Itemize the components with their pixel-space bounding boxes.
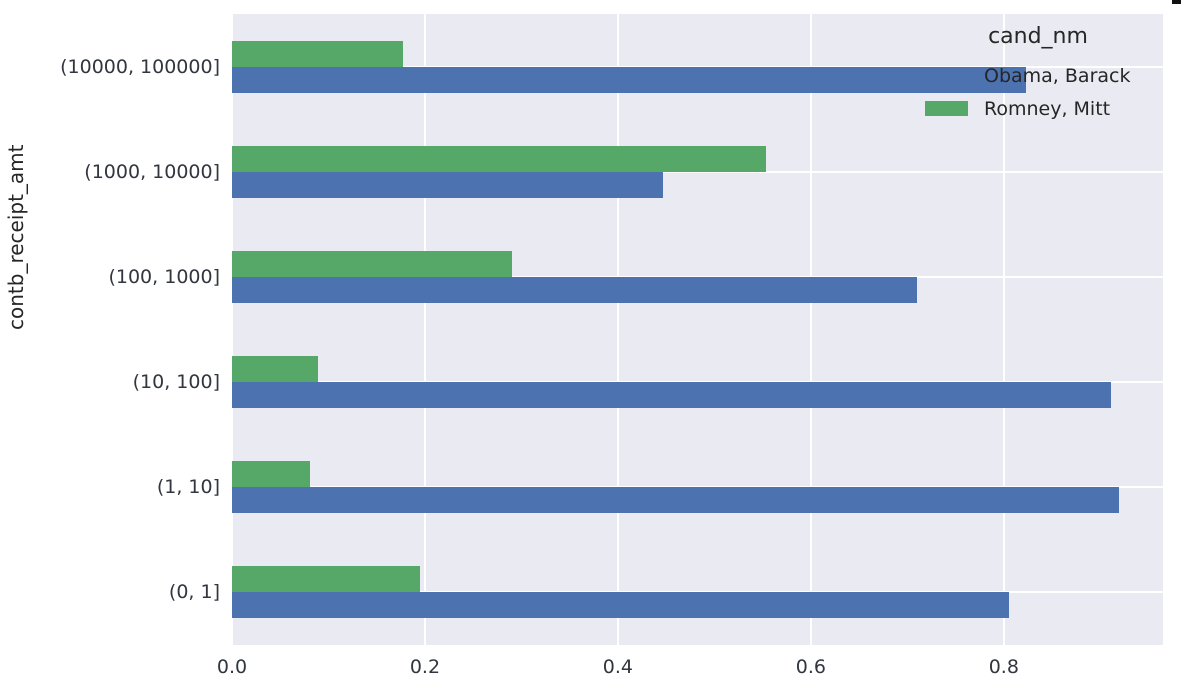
bar-obama — [232, 487, 1119, 514]
plot-area — [231, 14, 1163, 645]
bar-obama — [232, 276, 917, 303]
y-tick-label: (1000, 10000] — [84, 160, 220, 183]
x-tick-label: 0.0 — [216, 656, 248, 678]
bar-obama — [232, 592, 1009, 619]
v-gridline — [616, 14, 619, 645]
y-tick-label: (100, 1000] — [108, 265, 220, 288]
legend-label: Obama, Barack — [984, 64, 1131, 87]
v-gridline — [423, 14, 426, 645]
x-tick-label: 0.4 — [602, 656, 634, 678]
legend-label: Romney, Mitt — [984, 97, 1111, 120]
bar-romney — [232, 250, 512, 277]
corner-artifact — [1172, 0, 1181, 4]
v-gridline — [1002, 14, 1005, 645]
x-tick-label: 0.6 — [795, 656, 826, 678]
y-tick-label: (10000, 100000] — [60, 55, 220, 78]
legend-entries: Obama, Barack Romney, Mitt — [915, 59, 1161, 125]
h-gridline — [232, 170, 1163, 173]
y-tick-label: (10, 100] — [132, 371, 220, 394]
v-gridline — [809, 14, 812, 645]
bar-romney — [232, 356, 318, 383]
bar-obama — [232, 382, 1111, 409]
bar-romney — [232, 40, 403, 67]
v-gridline — [231, 14, 233, 645]
bar-romney — [232, 461, 311, 488]
x-tick-label: 0.2 — [409, 656, 441, 678]
legend: cand_nm Obama, Barack Romney, Mitt — [915, 16, 1161, 125]
y-tick-label: (0, 1] — [168, 581, 220, 604]
legend-swatch-icon — [925, 101, 968, 116]
x-tick-label: 0.8 — [988, 656, 1019, 678]
legend-title: cand_nm — [988, 24, 1088, 49]
bar-romney — [232, 566, 421, 593]
y-tick-label: (1, 10] — [156, 476, 220, 499]
bar-romney — [232, 145, 766, 172]
legend-entry: Romney, Mitt — [915, 92, 1161, 125]
bar-obama — [232, 66, 1026, 93]
legend-entry: Obama, Barack — [915, 59, 1161, 92]
legend-swatch-icon — [925, 68, 968, 83]
bar-obama — [232, 171, 664, 198]
